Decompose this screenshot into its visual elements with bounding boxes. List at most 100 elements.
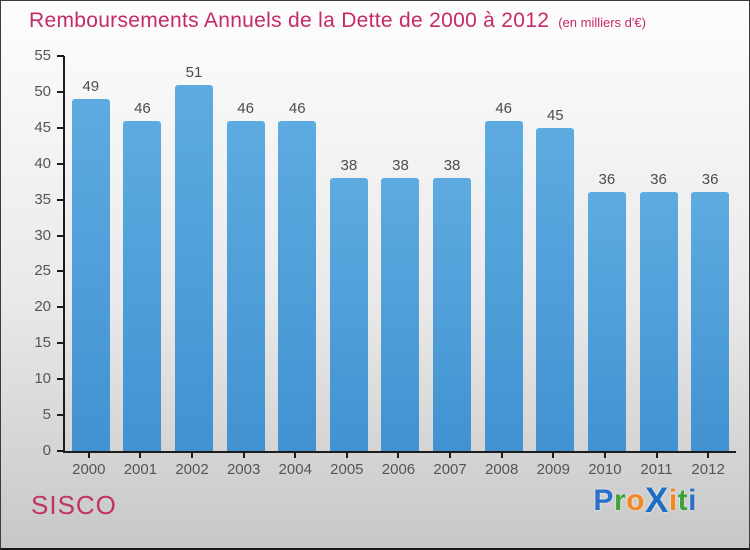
bar-2003 (226, 120, 265, 451)
x-slot-2010: 2010 (579, 453, 631, 485)
chart-subtitle: (en milliers d'€) (558, 15, 646, 30)
bar-value-label: 46 (237, 99, 254, 117)
bar-slot-2007: 38 (426, 56, 478, 451)
x-year-label: 2009 (536, 461, 570, 478)
x-year-label: 2012 (691, 461, 725, 478)
x-year-label: 2004 (278, 461, 312, 478)
y-tick-label: 10 (34, 370, 51, 388)
x-slot-2001: 2001 (115, 453, 167, 485)
bar-slot-2010: 36 (581, 56, 633, 451)
bar-slot-2000: 49 (65, 56, 117, 451)
chart-title: Remboursements Annuels de la Dette de 20… (29, 9, 550, 32)
bar-slot-2003: 46 (220, 56, 272, 451)
x-tick-mark (603, 453, 606, 458)
x-slot-2005: 2005 (321, 453, 373, 485)
x-slot-2000: 2000 (63, 453, 115, 485)
x-slot-2011: 2011 (631, 453, 683, 485)
y-tick-label: 20 (34, 298, 51, 316)
bar-slot-2006: 38 (375, 56, 427, 451)
y-tick-mark (57, 126, 64, 129)
y-tick-label: 5 (42, 406, 51, 424)
y-tick-label: 40 (34, 154, 51, 172)
x-slot-2007: 2007 (424, 453, 476, 485)
bar-2010 (587, 192, 626, 451)
bar-value-label: 46 (134, 99, 151, 117)
logo-letter-i: i (688, 484, 697, 517)
bar-value-label: 36 (598, 171, 616, 189)
x-tick-mark (397, 453, 400, 458)
x-tick-mark (242, 453, 245, 458)
y-tick-mark (57, 55, 64, 57)
x-year-label: 2005 (330, 461, 364, 478)
bars-container: 49 46 51 46 46 38 38 38 46 45 36 36 36 (65, 56, 736, 451)
y-tick-mark (57, 450, 64, 452)
bar-slot-2001: 46 (117, 56, 169, 451)
y-tick-mark (57, 342, 64, 345)
x-year-label: 2000 (72, 461, 106, 478)
logo-letter-o: o (626, 484, 645, 517)
x-slot-2009: 2009 (527, 453, 579, 485)
y-tick-label: 45 (34, 118, 51, 136)
y-tick-mark (57, 306, 64, 309)
x-tick-mark (294, 453, 297, 458)
x-tick-mark (345, 453, 348, 458)
y-tick-label: 25 (34, 262, 51, 280)
x-slot-2012: 2012 (682, 453, 734, 485)
x-year-label: 2011 (640, 461, 673, 478)
x-slot-2006: 2006 (373, 453, 425, 485)
y-axis-labels: 0 5 10 15 20 25 30 35 40 45 50 55 (1, 47, 64, 459)
proxiti-logo: ProXiti (593, 483, 697, 518)
bar-2011 (639, 192, 678, 451)
x-tick-mark (87, 453, 90, 458)
bar-value-label: 36 (650, 171, 667, 189)
bar-2009 (536, 127, 575, 451)
bar-slot-2004: 46 (271, 56, 323, 451)
x-slot-2008: 2008 (476, 453, 528, 485)
bar-value-label: 38 (392, 157, 409, 175)
bar-2005 (329, 178, 368, 451)
y-tick-mark (57, 198, 64, 201)
x-tick-mark (655, 453, 658, 458)
x-tick-mark (139, 453, 142, 458)
bar-2001 (123, 120, 162, 451)
bar-value-label: 38 (443, 157, 461, 175)
x-year-label: 2001 (123, 461, 158, 478)
y-tick-label: 50 (34, 82, 51, 100)
y-tick-mark (57, 414, 64, 417)
logo-letter-r: r (613, 484, 627, 517)
y-tick-label: 0 (42, 442, 51, 459)
bar-slot-2002: 51 (168, 56, 220, 451)
bar-2002 (175, 84, 214, 451)
bar-2012 (691, 192, 730, 451)
plot-area: 49 46 51 46 46 38 38 38 46 45 36 36 36 (63, 56, 736, 453)
x-slot-2002: 2002 (166, 453, 218, 485)
bar-2000 (71, 99, 110, 451)
bar-2007 (433, 178, 472, 451)
bar-slot-2011: 36 (633, 56, 685, 451)
x-year-label: 2006 (381, 461, 416, 478)
y-tick-label: 55 (34, 47, 51, 64)
bar-value-label: 49 (82, 78, 100, 96)
bar-slot-2009: 45 (529, 56, 581, 451)
bar-2008 (484, 120, 523, 451)
y-tick-mark (57, 162, 64, 165)
bar-value-label: 36 (701, 171, 719, 189)
bar-slot-2005: 38 (323, 56, 375, 451)
sisco-label: SISCO (31, 490, 117, 520)
x-year-label: 2010 (588, 461, 622, 478)
y-tick-mark (57, 270, 64, 273)
bar-value-label: 45 (546, 106, 564, 124)
x-year-label: 2007 (433, 461, 467, 478)
x-year-label: 2003 (226, 461, 261, 478)
x-year-label: 2002 (175, 461, 209, 478)
logo-letter-p: P (593, 484, 614, 517)
y-tick-mark (57, 90, 64, 93)
x-slot-2004: 2004 (269, 453, 321, 485)
x-tick-mark (552, 453, 555, 458)
y-tick-label: 15 (34, 334, 51, 352)
logo-letter-i: i (668, 484, 678, 517)
y-tick-mark (57, 234, 64, 237)
x-slot-2003: 2003 (218, 453, 270, 485)
bar-2006 (381, 178, 420, 451)
